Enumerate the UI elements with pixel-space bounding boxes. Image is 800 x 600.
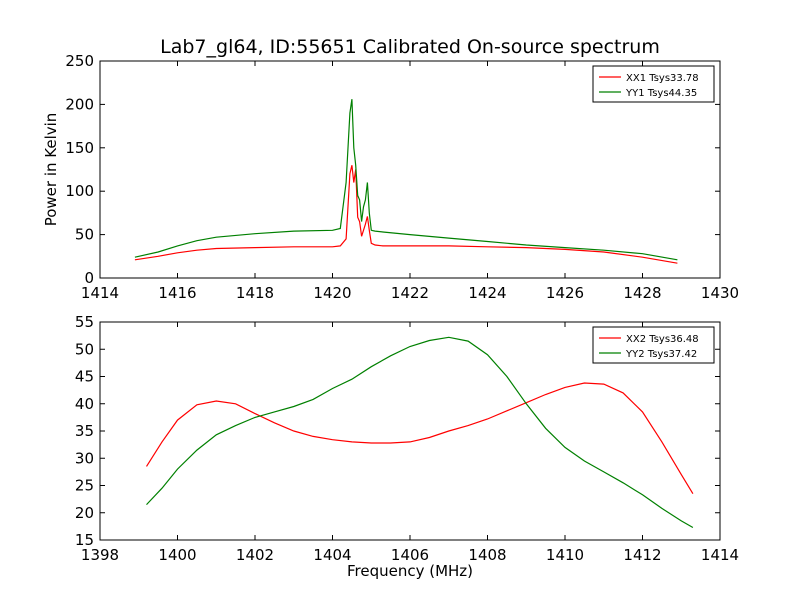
y-tick-label: 0 — [84, 269, 94, 287]
x-tick-label: 1408 — [468, 546, 506, 564]
y-tick-label: 250 — [65, 52, 94, 70]
y-tick-label: 50 — [75, 226, 94, 244]
x-tick-label: 1430 — [701, 284, 739, 302]
x-tick-label: 1412 — [623, 546, 661, 564]
x-tick-label: 1400 — [158, 546, 196, 564]
x-tick-label: 1410 — [546, 546, 584, 564]
legend-label-1: XX2 Tsys36.48 — [626, 334, 699, 345]
chart-title: Lab7_gl64, ID:55651 Calibrated On-source… — [160, 36, 660, 58]
x-tick-label: 1402 — [236, 546, 274, 564]
x-tick-label: 1422 — [391, 284, 429, 302]
x-tick-label: 1404 — [313, 546, 351, 564]
y-tick-label: 150 — [65, 139, 94, 157]
x-tick-label: 1420 — [313, 284, 351, 302]
y-tick-label: 55 — [75, 313, 94, 331]
y-tick-label: 100 — [65, 182, 94, 200]
legend-label-2: YY1 Tsys44.35 — [625, 88, 697, 99]
series-line-1 — [134, 165, 678, 264]
x-axis-label: Frequency (MHz) — [347, 562, 473, 580]
x-tick-label: 1406 — [391, 546, 429, 564]
y-tick-label: 50 — [75, 340, 94, 358]
y-tick-label: 200 — [65, 95, 94, 113]
legend-box — [592, 326, 715, 364]
legend-label-2: YY2 Tsys37.42 — [625, 349, 697, 360]
y-tick-label: 40 — [75, 395, 94, 413]
x-tick-label: 1416 — [158, 284, 196, 302]
x-tick-label: 1428 — [623, 284, 661, 302]
top-panel: 1414 1416 1418 1420 1422 1424 1426 1428 1430 0 50 1… — [42, 52, 739, 302]
y-tick-label: 30 — [75, 449, 94, 467]
bottom-panel: 1398 1400 1402 1404 1406 1408 1410 1412 1414 15 20… — [75, 313, 739, 580]
y-tick-label: 25 — [75, 477, 94, 495]
x-tick-label: 1414 — [81, 284, 119, 302]
x-tick-label: 1398 — [81, 546, 119, 564]
y-tick-label: 20 — [75, 504, 94, 522]
y-tick-label: 45 — [75, 368, 94, 386]
x-tick-label: 1424 — [468, 284, 506, 302]
series-line-1 — [145, 382, 694, 495]
series-line-2 — [134, 99, 678, 261]
legend-box — [592, 65, 715, 103]
y-tick-label: 15 — [75, 531, 94, 549]
legend-label-1: XX1 Tsys33.78 — [626, 73, 699, 84]
x-tick-label: 1426 — [546, 284, 584, 302]
y-axis-label: Power in Kelvin — [42, 113, 60, 227]
series-line-2 — [146, 336, 694, 529]
x-tick-label: 1414 — [701, 546, 739, 564]
y-tick-label: 35 — [75, 422, 94, 440]
x-tick-label: 1418 — [236, 284, 274, 302]
